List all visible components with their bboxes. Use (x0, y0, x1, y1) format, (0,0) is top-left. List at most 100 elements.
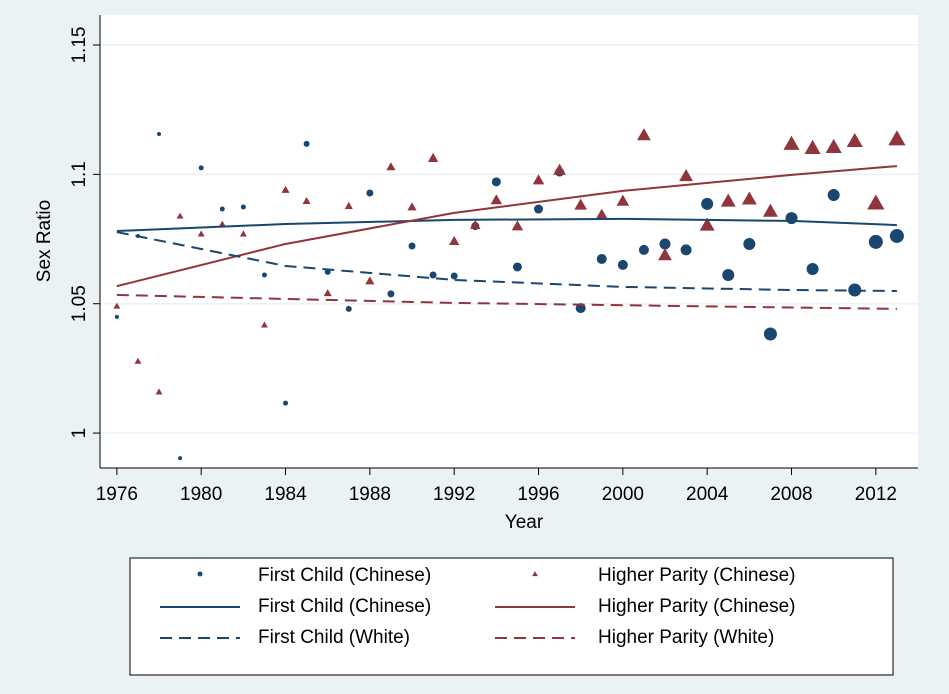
circle-marker (868, 234, 883, 249)
legend-label: Higher Parity (White) (598, 627, 774, 648)
circle-marker (785, 212, 798, 225)
triangle-marker (595, 208, 609, 220)
triangle-marker (762, 203, 778, 217)
circle-marker (827, 189, 840, 202)
circle-marker (638, 244, 649, 255)
circle-marker (512, 262, 522, 272)
circle-marker (491, 177, 501, 187)
circle-marker (261, 272, 267, 278)
x-tick-label: 1992 (433, 484, 475, 505)
fit-line (116, 231, 897, 293)
y-tick-label: 1.05 (69, 285, 90, 322)
fit-line (116, 293, 897, 310)
triangle-marker (532, 571, 538, 577)
circle-marker (743, 237, 756, 250)
x-tick-label: 1980 (180, 484, 222, 505)
fit-line (116, 165, 898, 288)
triangle-marker (511, 220, 524, 231)
y-tick-label: 1 (69, 428, 90, 439)
triangle-marker (407, 202, 417, 211)
circle-marker (219, 206, 225, 212)
triangle-marker (658, 248, 672, 261)
triangle-marker (532, 174, 545, 185)
x-axis-title: Year (505, 512, 544, 533)
x-tick-label: 1984 (264, 484, 307, 505)
legend-box (129, 557, 894, 676)
circle-marker (240, 204, 246, 210)
triangle-marker (239, 230, 247, 237)
triangle-marker (302, 196, 311, 205)
circle-marker (178, 456, 183, 461)
triangle-marker (197, 230, 205, 237)
circle-marker (596, 253, 607, 264)
x-tick-label: 2008 (770, 484, 812, 505)
x-tick-label: 2004 (686, 484, 729, 505)
x-tick-label: 2000 (602, 484, 644, 505)
triangle-marker (260, 321, 268, 328)
legend-label: First Child (White) (258, 627, 410, 648)
triangle-marker (218, 220, 226, 227)
triangle-marker (490, 194, 503, 205)
triangle-marker (176, 212, 184, 219)
y-axis-title: Sex Ratio (34, 200, 55, 282)
triangle-marker (679, 169, 693, 182)
triangle-marker (344, 201, 353, 209)
triangle-marker (720, 193, 736, 207)
triangle-marker (323, 289, 332, 297)
x-tick-label: 1988 (349, 484, 391, 505)
triangle-marker (637, 128, 651, 141)
circle-marker (659, 238, 671, 250)
triangle-marker (470, 219, 481, 229)
plot-area (100, 15, 918, 468)
triangle-marker (281, 185, 290, 193)
circle-marker (114, 314, 119, 319)
triangle-marker (783, 135, 800, 150)
circle-marker (198, 165, 204, 171)
circle-marker (429, 271, 437, 279)
triangle-marker (427, 152, 439, 162)
circle-marker (722, 269, 735, 282)
circle-marker (889, 228, 904, 243)
x-tick-label: 1976 (96, 484, 138, 505)
triangle-marker (867, 194, 885, 210)
triangle-marker (113, 302, 121, 309)
triangle-marker (574, 198, 588, 210)
circle-marker (806, 263, 819, 276)
triangle-marker (616, 194, 630, 206)
triangle-marker (449, 235, 460, 245)
circle-marker (763, 327, 777, 341)
triangle-marker (699, 217, 715, 231)
circle-marker (617, 259, 628, 270)
circle-marker (680, 244, 692, 256)
circle-marker (387, 290, 395, 298)
circle-marker (450, 272, 458, 280)
circle-marker (283, 400, 289, 406)
legend-label: Higher Parity (Chinese) (598, 565, 795, 586)
triangle-marker (888, 130, 906, 146)
legend-label: First Child (Chinese) (258, 596, 431, 617)
legend-label: Higher Parity (Chinese) (598, 596, 795, 617)
circle-marker (345, 305, 352, 312)
fit-line (116, 217, 897, 233)
triangle-marker (155, 388, 163, 395)
triangle-marker (741, 191, 757, 205)
circle-marker (303, 140, 310, 147)
triangle-marker (134, 357, 142, 364)
y-tick-label: 1.1 (69, 161, 90, 187)
x-tick-label: 1996 (517, 484, 559, 505)
legend-label: First Child (Chinese) (258, 565, 431, 586)
triangle-marker (825, 138, 842, 153)
circle-marker (197, 571, 203, 577)
circle-marker (408, 242, 416, 250)
triangle-marker (804, 139, 821, 155)
triangle-marker (386, 162, 396, 171)
circle-marker (534, 204, 544, 214)
circle-marker (366, 189, 374, 197)
y-tick-label: 1.15 (69, 27, 90, 64)
triangle-marker (365, 276, 375, 285)
triangle-marker (846, 132, 863, 148)
circle-marker (157, 132, 162, 137)
circle-marker (701, 197, 714, 210)
